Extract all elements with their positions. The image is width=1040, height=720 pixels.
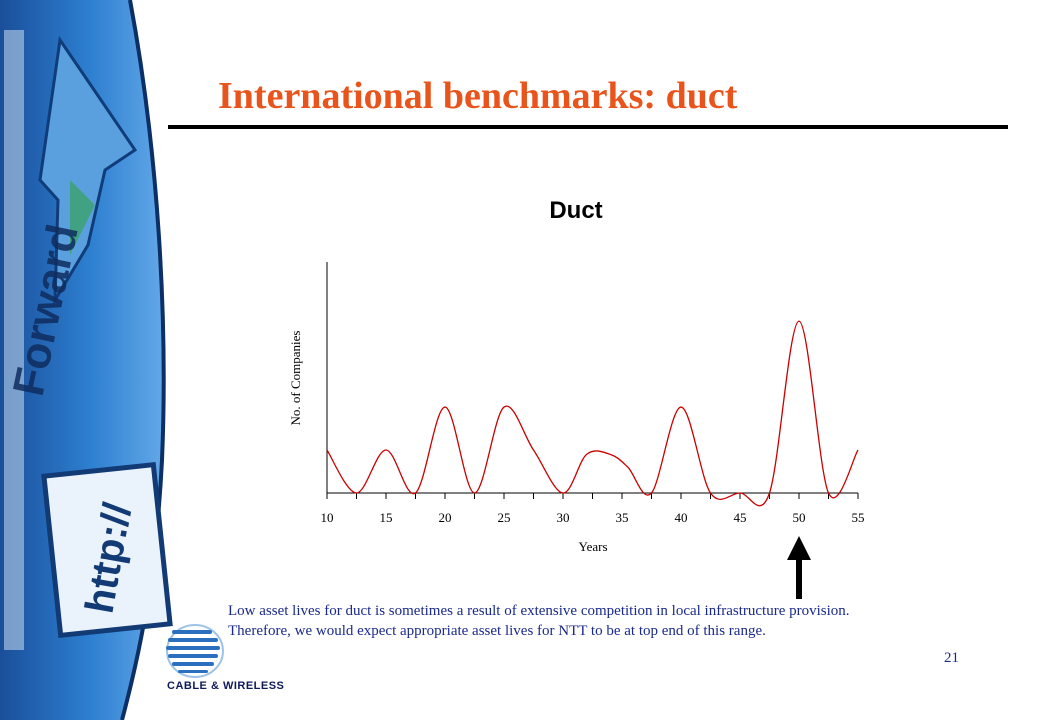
- caption: Low asset lives for duct is sometimes a …: [228, 601, 850, 641]
- x-tick-label: 20: [439, 510, 452, 525]
- arrow-up-icon: [787, 536, 811, 560]
- x-tick-label: 55: [852, 510, 865, 525]
- arrow-shaft: [796, 557, 802, 599]
- title-underline: [168, 125, 1008, 129]
- url-box: [41, 461, 173, 639]
- x-tick-label: 25: [498, 510, 511, 525]
- logo-text: CABLE & WIRELESS: [167, 680, 285, 692]
- sidebar-decoration: Forward http://: [0, 0, 173, 720]
- series-line: [326, 320, 859, 507]
- x-tick-label: 30: [557, 510, 570, 525]
- forward-arrow-icon: [38, 35, 138, 306]
- sidebar-light-strip: [4, 30, 24, 650]
- cable-wireless-logo: [166, 624, 224, 678]
- x-axis-label: Years: [578, 539, 607, 554]
- caption-line-1: Low asset lives for duct is sometimes a …: [228, 603, 850, 619]
- x-tick-label: 10: [321, 510, 334, 525]
- slide-title: International benchmarks: duct: [218, 75, 738, 117]
- x-tick-label: 50: [793, 510, 806, 525]
- chart-title: Duct: [549, 197, 602, 224]
- x-tick-label: 45: [734, 510, 747, 525]
- x-tick-label: 35: [616, 510, 629, 525]
- y-axis-label: No. of Companies: [288, 331, 303, 426]
- page-number: 21: [944, 650, 959, 666]
- x-tick-label: 40: [675, 510, 688, 525]
- x-tick-label: 15: [380, 510, 393, 525]
- duct-chart: Duct No. of Companies Years 10 15 20 25 30 35…: [288, 197, 865, 599]
- arrow-highlight: [70, 180, 95, 255]
- sidebar-edge: [120, 0, 166, 720]
- caption-line-2: Therefore, we would expect appropriate a…: [228, 623, 766, 639]
- globe-logo-icon: [166, 624, 224, 678]
